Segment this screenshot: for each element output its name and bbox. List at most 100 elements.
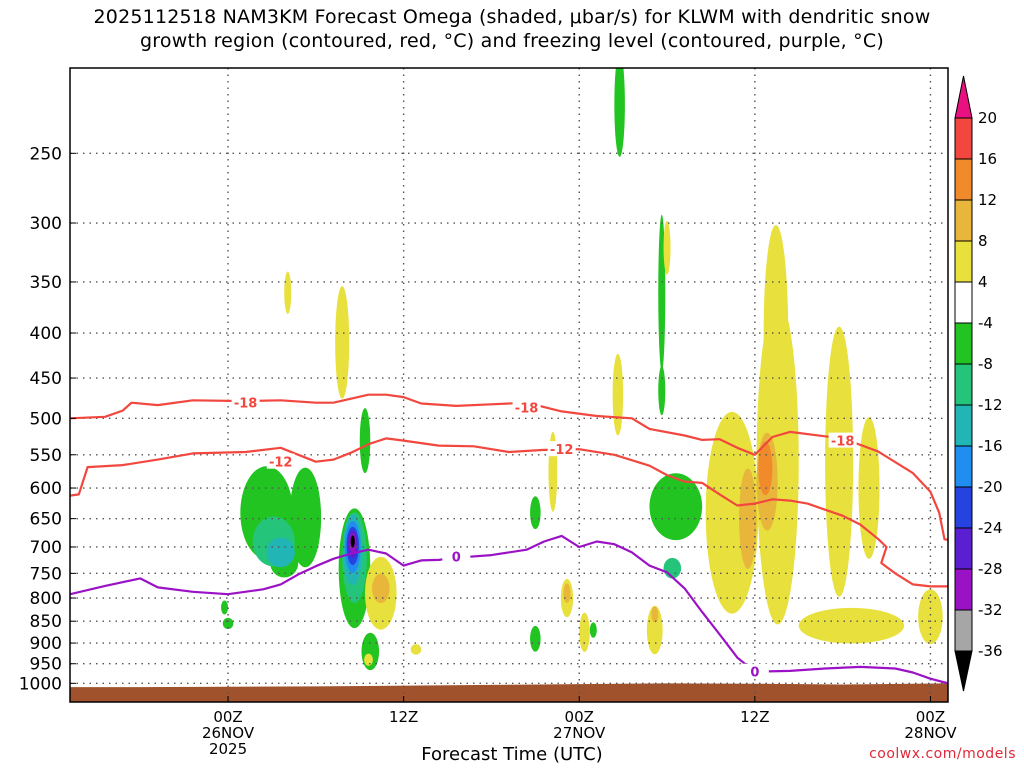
omega-shade-pos4-30 — [364, 653, 373, 666]
x-tick-label: 00Z — [916, 708, 945, 726]
colorbar-swatch-neutral — [954, 281, 973, 324]
omega-shade-pos4-41 — [763, 225, 789, 441]
contour-label-bg — [740, 663, 769, 679]
y-tick-label-550: 550 — [30, 446, 62, 466]
colorbar-label: 12 — [978, 191, 997, 209]
omega-shade-pos8-42 — [739, 468, 757, 569]
omega-shade-pos8-28 — [372, 573, 390, 604]
omega-shade-neg4-19 — [589, 622, 597, 638]
contour-dgz-upper — [70, 393, 948, 541]
colorbar-label: -16 — [978, 437, 1003, 455]
contour-label-bg — [442, 548, 471, 564]
omega-shade-pos4-25 — [284, 271, 292, 314]
omega-shade-pos4-47 — [798, 607, 905, 644]
omega-shade-neg4-16 — [221, 600, 229, 615]
chart-title-line-2: growth region (contoured, red, °C) and f… — [140, 30, 884, 52]
y-tick-label-600: 600 — [30, 479, 62, 499]
contour-dgz-lower — [70, 437, 948, 588]
colorbar-label: 4 — [978, 273, 988, 291]
colorbar-label: -20 — [978, 478, 1003, 496]
colorbar: 20 16 12 8 4 -4 -8 -12 -16 -20 -24 -28 -32 -36 — [954, 75, 1003, 692]
y-tick-label-650: 650 — [30, 510, 62, 530]
contour-label-dgz-lower: -12 — [550, 443, 574, 458]
colorbar-swatch-neg28 — [954, 568, 973, 611]
omega-shade-pos4-48 — [918, 589, 943, 645]
colorbar-swatch-pos8 — [954, 199, 973, 242]
terrain-surface — [70, 683, 948, 702]
colorbar-label: 20 — [978, 109, 997, 127]
chart-title-line-1: 2025112518 NAM3KM Forecast Omega (shaded… — [93, 6, 931, 28]
omega-shade-neg12-5 — [266, 537, 295, 568]
omega-shade-pos8-38 — [651, 606, 659, 623]
omega-shade-pos8-33 — [563, 583, 571, 603]
colorbar-swatch-neg12 — [954, 404, 973, 447]
y-tick-label-750: 750 — [30, 564, 62, 584]
contour-label-bg — [512, 399, 541, 415]
colorbar-swatch-pos16 — [954, 117, 973, 160]
colorbar-label: 8 — [978, 232, 988, 250]
colorbar-swatch-neg24 — [954, 527, 973, 570]
colorbar-label: -32 — [978, 601, 1003, 619]
omega-shade-neg8-24 — [663, 557, 682, 579]
omega-shade-pos4-26 — [335, 286, 350, 399]
y-tick-label-500: 500 — [30, 409, 62, 429]
omega-shade-pos12-44 — [758, 441, 773, 496]
colorbar-swatch-neg8 — [954, 363, 973, 406]
colorbar-swatch-neg32 — [954, 609, 973, 652]
x-tick-label: 00Z — [565, 708, 594, 726]
x-tick-label: 28NOV — [904, 724, 957, 742]
contour-label-dgz-lower: -12 — [269, 456, 293, 471]
colorbar-top-arrow — [954, 75, 973, 119]
y-tick-label-850: 850 — [30, 612, 62, 632]
credit-link[interactable]: coolwx.com/models — [869, 746, 1016, 762]
omega-shade-pos4-34 — [579, 612, 590, 652]
omega-shade-pos4-46 — [858, 417, 880, 559]
y-tick-label-350: 350 — [30, 273, 62, 293]
plot-frame — [69, 67, 949, 703]
colorbar-label: -24 — [978, 519, 1003, 537]
omega-shade-neg36-14 — [350, 535, 355, 548]
y-tick-label-250: 250 — [30, 144, 62, 164]
contour-label-bg — [231, 394, 260, 410]
x-tick-label: 12Z — [389, 708, 418, 726]
contour-label-dgz-upper: -18 — [831, 435, 855, 450]
grid — [70, 68, 948, 702]
x-tick-label: 00Z — [213, 708, 242, 726]
x-axis-label: Forecast Time (UTC) — [421, 744, 603, 765]
colorbar-label: -36 — [978, 642, 1003, 660]
omega-shade-neg4-7 — [359, 408, 371, 474]
omega-shade-neg4-3 — [222, 617, 234, 630]
colorbar-label: -28 — [978, 560, 1003, 578]
omega-shade-neg4-18 — [530, 625, 541, 652]
y-tick-label-300: 300 — [30, 214, 62, 234]
y-tick-label-900: 900 — [30, 634, 62, 654]
omega-shade-neg4-22 — [658, 365, 666, 416]
y-tick-label-1000: 1000 — [19, 674, 62, 694]
y-tick-label-700: 700 — [30, 538, 62, 558]
x-tick-label: 12Z — [740, 708, 769, 726]
colorbar-swatch-neg4 — [954, 322, 973, 365]
contour-freezing-level — [70, 534, 948, 685]
contour-label-dgz-upper: -18 — [234, 397, 258, 412]
colorbar-swatch-neg20 — [954, 486, 973, 529]
y-tick-label-800: 800 — [30, 589, 62, 609]
x-tick-label: 2025 — [209, 740, 247, 758]
omega-shade-neg4-17 — [530, 496, 541, 530]
omega-shade-pos4-36 — [663, 220, 671, 275]
omega-shade-neg4-23 — [649, 473, 703, 541]
colorbar-label: -4 — [978, 314, 993, 332]
plot-area: -18 -18 -18 -12 -12 0 0 — [70, 68, 948, 702]
colorbar-swatch-pos4 — [954, 240, 973, 283]
colorbar-swatch-neg16 — [954, 445, 973, 488]
y-tick-label-450: 450 — [30, 369, 62, 389]
contour-label-bg — [547, 441, 576, 457]
y-tick-label-400: 400 — [30, 324, 62, 344]
omega-shade-neg4-1 — [289, 467, 322, 568]
colorbar-bottom-arrow — [954, 650, 973, 692]
colorbar-swatch-pos12 — [954, 158, 973, 201]
contour-label-dgz-upper: -18 — [515, 401, 539, 416]
omega-shade-pos4-29 — [410, 644, 422, 655]
contour-label-freezing-level: 0 — [750, 666, 759, 681]
x-tick-label: 26NOV — [202, 724, 255, 742]
